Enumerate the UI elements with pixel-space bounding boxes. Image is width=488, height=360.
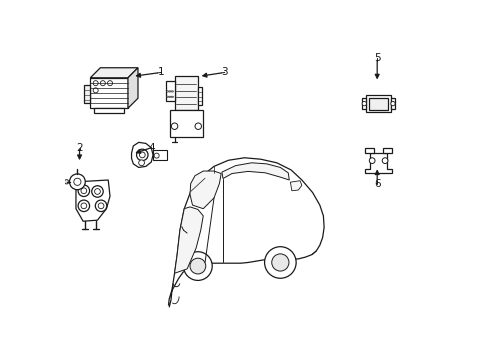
Circle shape [93, 88, 98, 93]
Polygon shape [190, 171, 221, 209]
Circle shape [171, 123, 178, 130]
Circle shape [172, 91, 173, 92]
Polygon shape [368, 98, 387, 110]
Circle shape [183, 252, 212, 280]
Circle shape [368, 158, 374, 163]
Polygon shape [290, 181, 301, 191]
Polygon shape [76, 180, 110, 221]
Text: 2: 2 [76, 143, 82, 153]
Circle shape [271, 254, 288, 271]
Polygon shape [90, 78, 128, 108]
Polygon shape [90, 68, 138, 78]
Polygon shape [364, 148, 373, 153]
Polygon shape [364, 153, 391, 173]
Circle shape [168, 91, 169, 92]
Circle shape [172, 96, 173, 98]
Polygon shape [383, 148, 391, 153]
Circle shape [98, 203, 104, 209]
Text: 1: 1 [158, 67, 164, 77]
Circle shape [69, 174, 85, 190]
Circle shape [93, 81, 98, 86]
Circle shape [382, 158, 387, 163]
Polygon shape [131, 142, 153, 167]
Polygon shape [174, 207, 203, 273]
Circle shape [139, 160, 144, 166]
Circle shape [166, 91, 168, 92]
Circle shape [92, 186, 103, 197]
Circle shape [95, 200, 106, 212]
Circle shape [136, 149, 148, 161]
Text: 3: 3 [221, 67, 227, 77]
Circle shape [390, 102, 394, 106]
Polygon shape [168, 158, 324, 307]
Circle shape [81, 188, 86, 194]
Circle shape [78, 200, 89, 212]
Circle shape [74, 178, 81, 185]
Circle shape [81, 203, 86, 209]
Circle shape [264, 247, 296, 278]
Polygon shape [153, 149, 167, 160]
Polygon shape [390, 98, 394, 109]
Circle shape [94, 189, 100, 194]
Circle shape [362, 102, 366, 106]
Circle shape [195, 123, 201, 130]
Circle shape [100, 81, 105, 86]
Polygon shape [198, 87, 202, 105]
Circle shape [78, 185, 89, 197]
Circle shape [139, 152, 145, 158]
Polygon shape [222, 163, 289, 180]
Polygon shape [366, 95, 390, 112]
Circle shape [166, 96, 168, 98]
Circle shape [154, 153, 159, 158]
Polygon shape [170, 110, 202, 137]
Text: 6: 6 [373, 179, 380, 189]
Polygon shape [174, 76, 198, 110]
Text: 4: 4 [148, 143, 154, 153]
Circle shape [168, 96, 169, 98]
Circle shape [107, 81, 112, 86]
Circle shape [64, 180, 69, 184]
Circle shape [190, 258, 205, 274]
Polygon shape [362, 98, 366, 109]
Text: 5: 5 [373, 53, 380, 63]
Polygon shape [165, 81, 174, 101]
Circle shape [170, 91, 171, 92]
Polygon shape [128, 68, 138, 108]
Polygon shape [83, 85, 90, 103]
Polygon shape [94, 108, 124, 113]
Circle shape [170, 96, 171, 98]
